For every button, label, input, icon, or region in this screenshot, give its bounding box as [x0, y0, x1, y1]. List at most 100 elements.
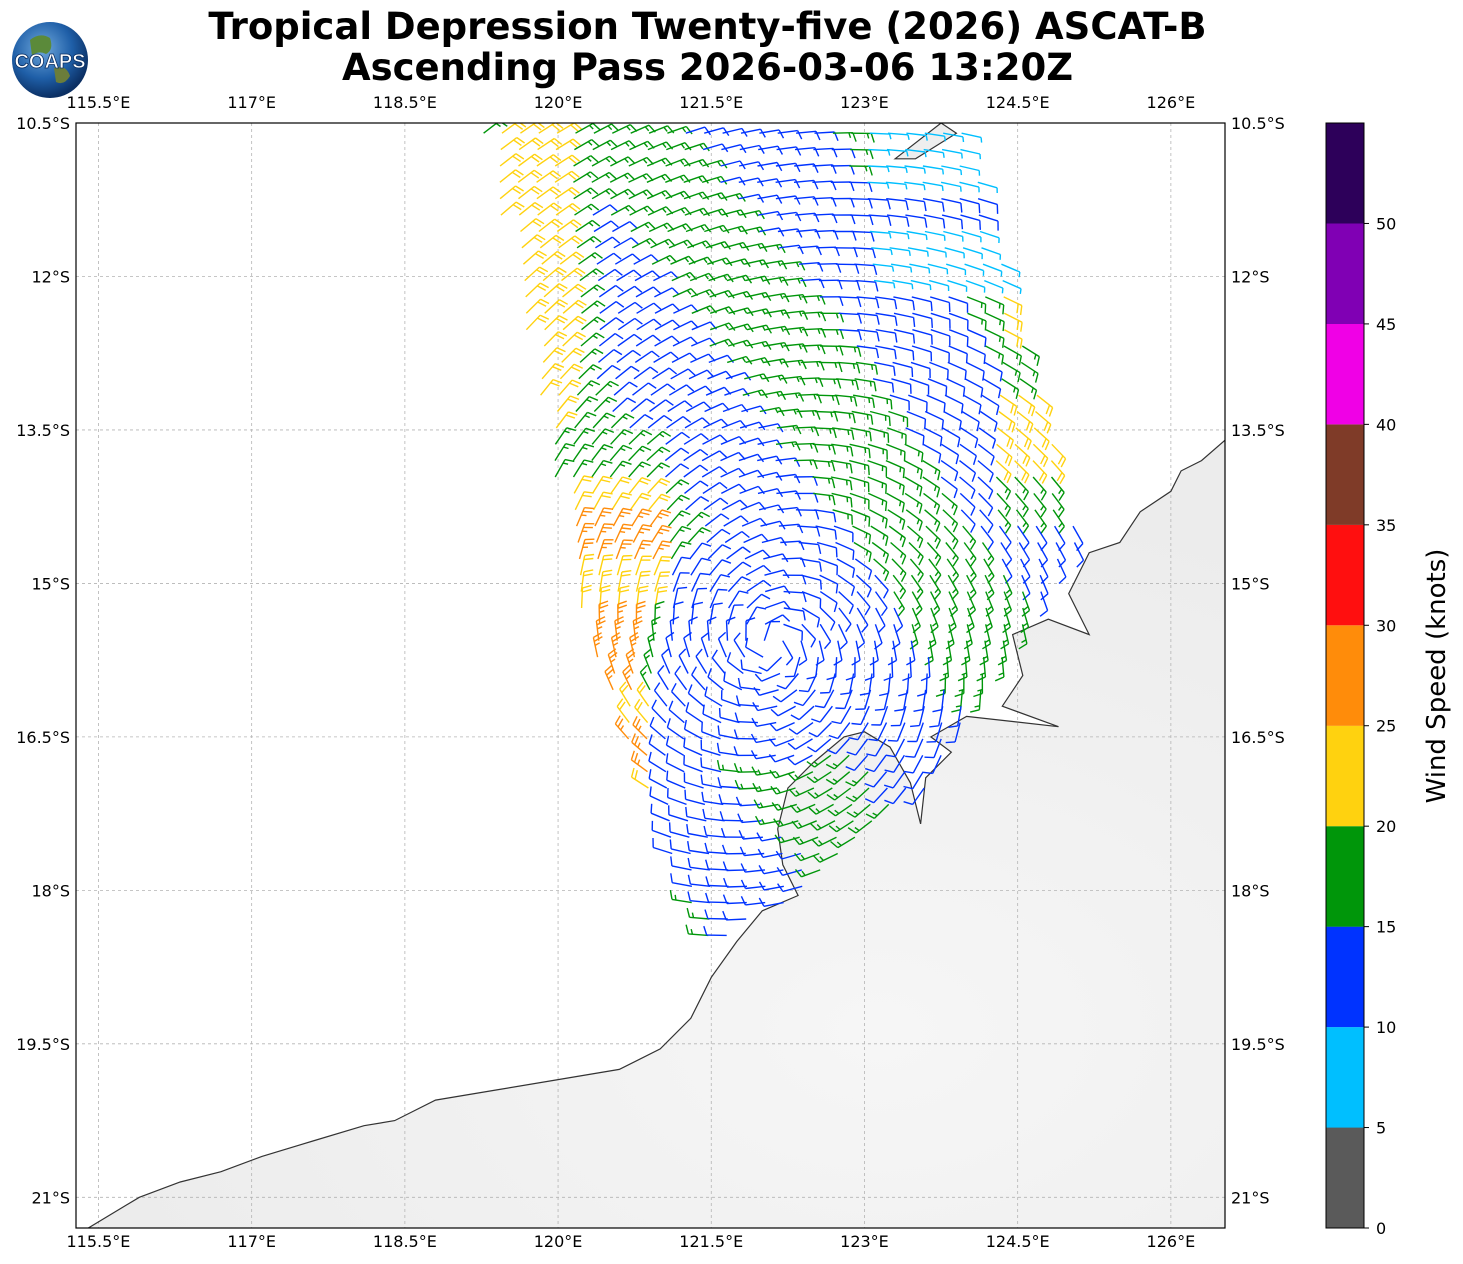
wind-barb	[537, 137, 563, 151]
wind-barb	[816, 394, 840, 406]
lon-tick-label: 120°E	[534, 1232, 583, 1251]
wind-barb	[700, 739, 721, 756]
wind-barb	[775, 195, 801, 205]
wind-barb	[702, 704, 722, 724]
wind-barb	[775, 441, 801, 451]
wind-barb	[739, 437, 765, 447]
wind-barb	[782, 640, 794, 666]
wind-barb	[775, 473, 801, 484]
wind-barb	[540, 378, 563, 396]
wind-barb	[684, 480, 709, 494]
wind-barb	[542, 267, 567, 282]
map-frame	[75, 122, 1226, 1229]
wind-barb	[978, 427, 997, 449]
wind-barb	[646, 430, 672, 445]
wind-barb	[832, 427, 855, 440]
wind-barb	[830, 836, 856, 849]
wind-barb	[751, 717, 777, 727]
wind-barb	[722, 894, 747, 905]
wind-barb	[597, 539, 614, 560]
wind-barb	[923, 755, 942, 775]
wind-barb	[765, 325, 791, 336]
wind-barb	[579, 348, 604, 363]
wind-barb	[943, 230, 964, 242]
wind-barb	[850, 427, 872, 442]
wind-barb	[671, 556, 692, 576]
wind-barb	[683, 448, 709, 462]
wind-barb	[867, 165, 890, 173]
wind-barb	[849, 492, 870, 510]
wind-barb	[795, 509, 820, 520]
lat-tick-label-right: 15°S	[1231, 574, 1270, 593]
wind-barb	[628, 445, 652, 462]
wind-barb	[875, 312, 898, 326]
wind-barb	[960, 214, 981, 230]
wind-barb	[745, 617, 756, 641]
wind-barb	[607, 648, 618, 674]
wind-barb	[831, 443, 854, 457]
wind-barb	[787, 754, 813, 766]
wind-barb	[832, 132, 857, 142]
wind-barb	[746, 579, 772, 593]
wind-barb	[654, 319, 681, 331]
wind-barb	[964, 263, 985, 276]
wind-barb	[945, 624, 955, 650]
wind-barb	[593, 220, 619, 233]
wind-barb	[910, 361, 931, 379]
wind-barb	[561, 347, 585, 363]
wind-barb	[612, 397, 637, 413]
wind-barb	[721, 499, 748, 511]
wind-barb	[758, 656, 782, 672]
wind-barb	[873, 558, 890, 582]
wind-barb	[573, 171, 599, 183]
colorbar-tick-label: 30	[1376, 616, 1396, 635]
wind-barb	[908, 542, 924, 566]
wind-barb	[562, 331, 586, 347]
wind-barb	[837, 574, 856, 597]
wind-barb	[668, 384, 695, 396]
wind-barb	[628, 429, 653, 445]
wind-barb	[525, 314, 550, 331]
wind-barb	[793, 689, 816, 707]
wind-barb	[845, 754, 869, 772]
wind-barb	[517, 169, 543, 183]
wind-barb	[948, 329, 969, 347]
wind-barb	[912, 312, 933, 328]
wind-barb	[572, 459, 594, 478]
wind-barb	[753, 687, 779, 696]
wind-barb	[1033, 492, 1047, 518]
wind-barb	[930, 312, 951, 329]
wind-barb	[700, 774, 723, 789]
wind-barb	[868, 214, 892, 226]
wind-barb	[628, 477, 651, 494]
wind-barb	[743, 533, 769, 544]
wind-barb	[669, 839, 691, 855]
wind-barb	[758, 145, 784, 155]
wind-barb	[639, 664, 651, 691]
wind-barb	[709, 588, 728, 609]
lon-tick-label: 121.5°E	[679, 93, 743, 112]
wind-barb	[592, 491, 613, 511]
wind-barb	[575, 219, 601, 233]
wind-barb	[883, 657, 894, 682]
wind-barb	[905, 427, 925, 446]
wind-barb	[851, 640, 861, 666]
wind-barb	[554, 170, 580, 183]
wind-barb	[828, 820, 854, 833]
wind-barb	[886, 198, 909, 211]
wind-barb	[499, 153, 525, 167]
wind-barb	[646, 462, 671, 478]
wind-barb	[891, 378, 912, 394]
wind-barb	[801, 590, 822, 609]
wind-barb	[907, 722, 924, 743]
wind-barb	[577, 522, 595, 543]
wind-barb	[789, 803, 816, 813]
wind-barb	[518, 185, 543, 200]
wind-barb	[610, 188, 636, 200]
wind-barb	[910, 574, 924, 600]
wind-barb	[647, 415, 673, 429]
wind-barb	[847, 820, 873, 834]
wind-barb	[669, 525, 692, 543]
wind-barb	[558, 235, 583, 249]
